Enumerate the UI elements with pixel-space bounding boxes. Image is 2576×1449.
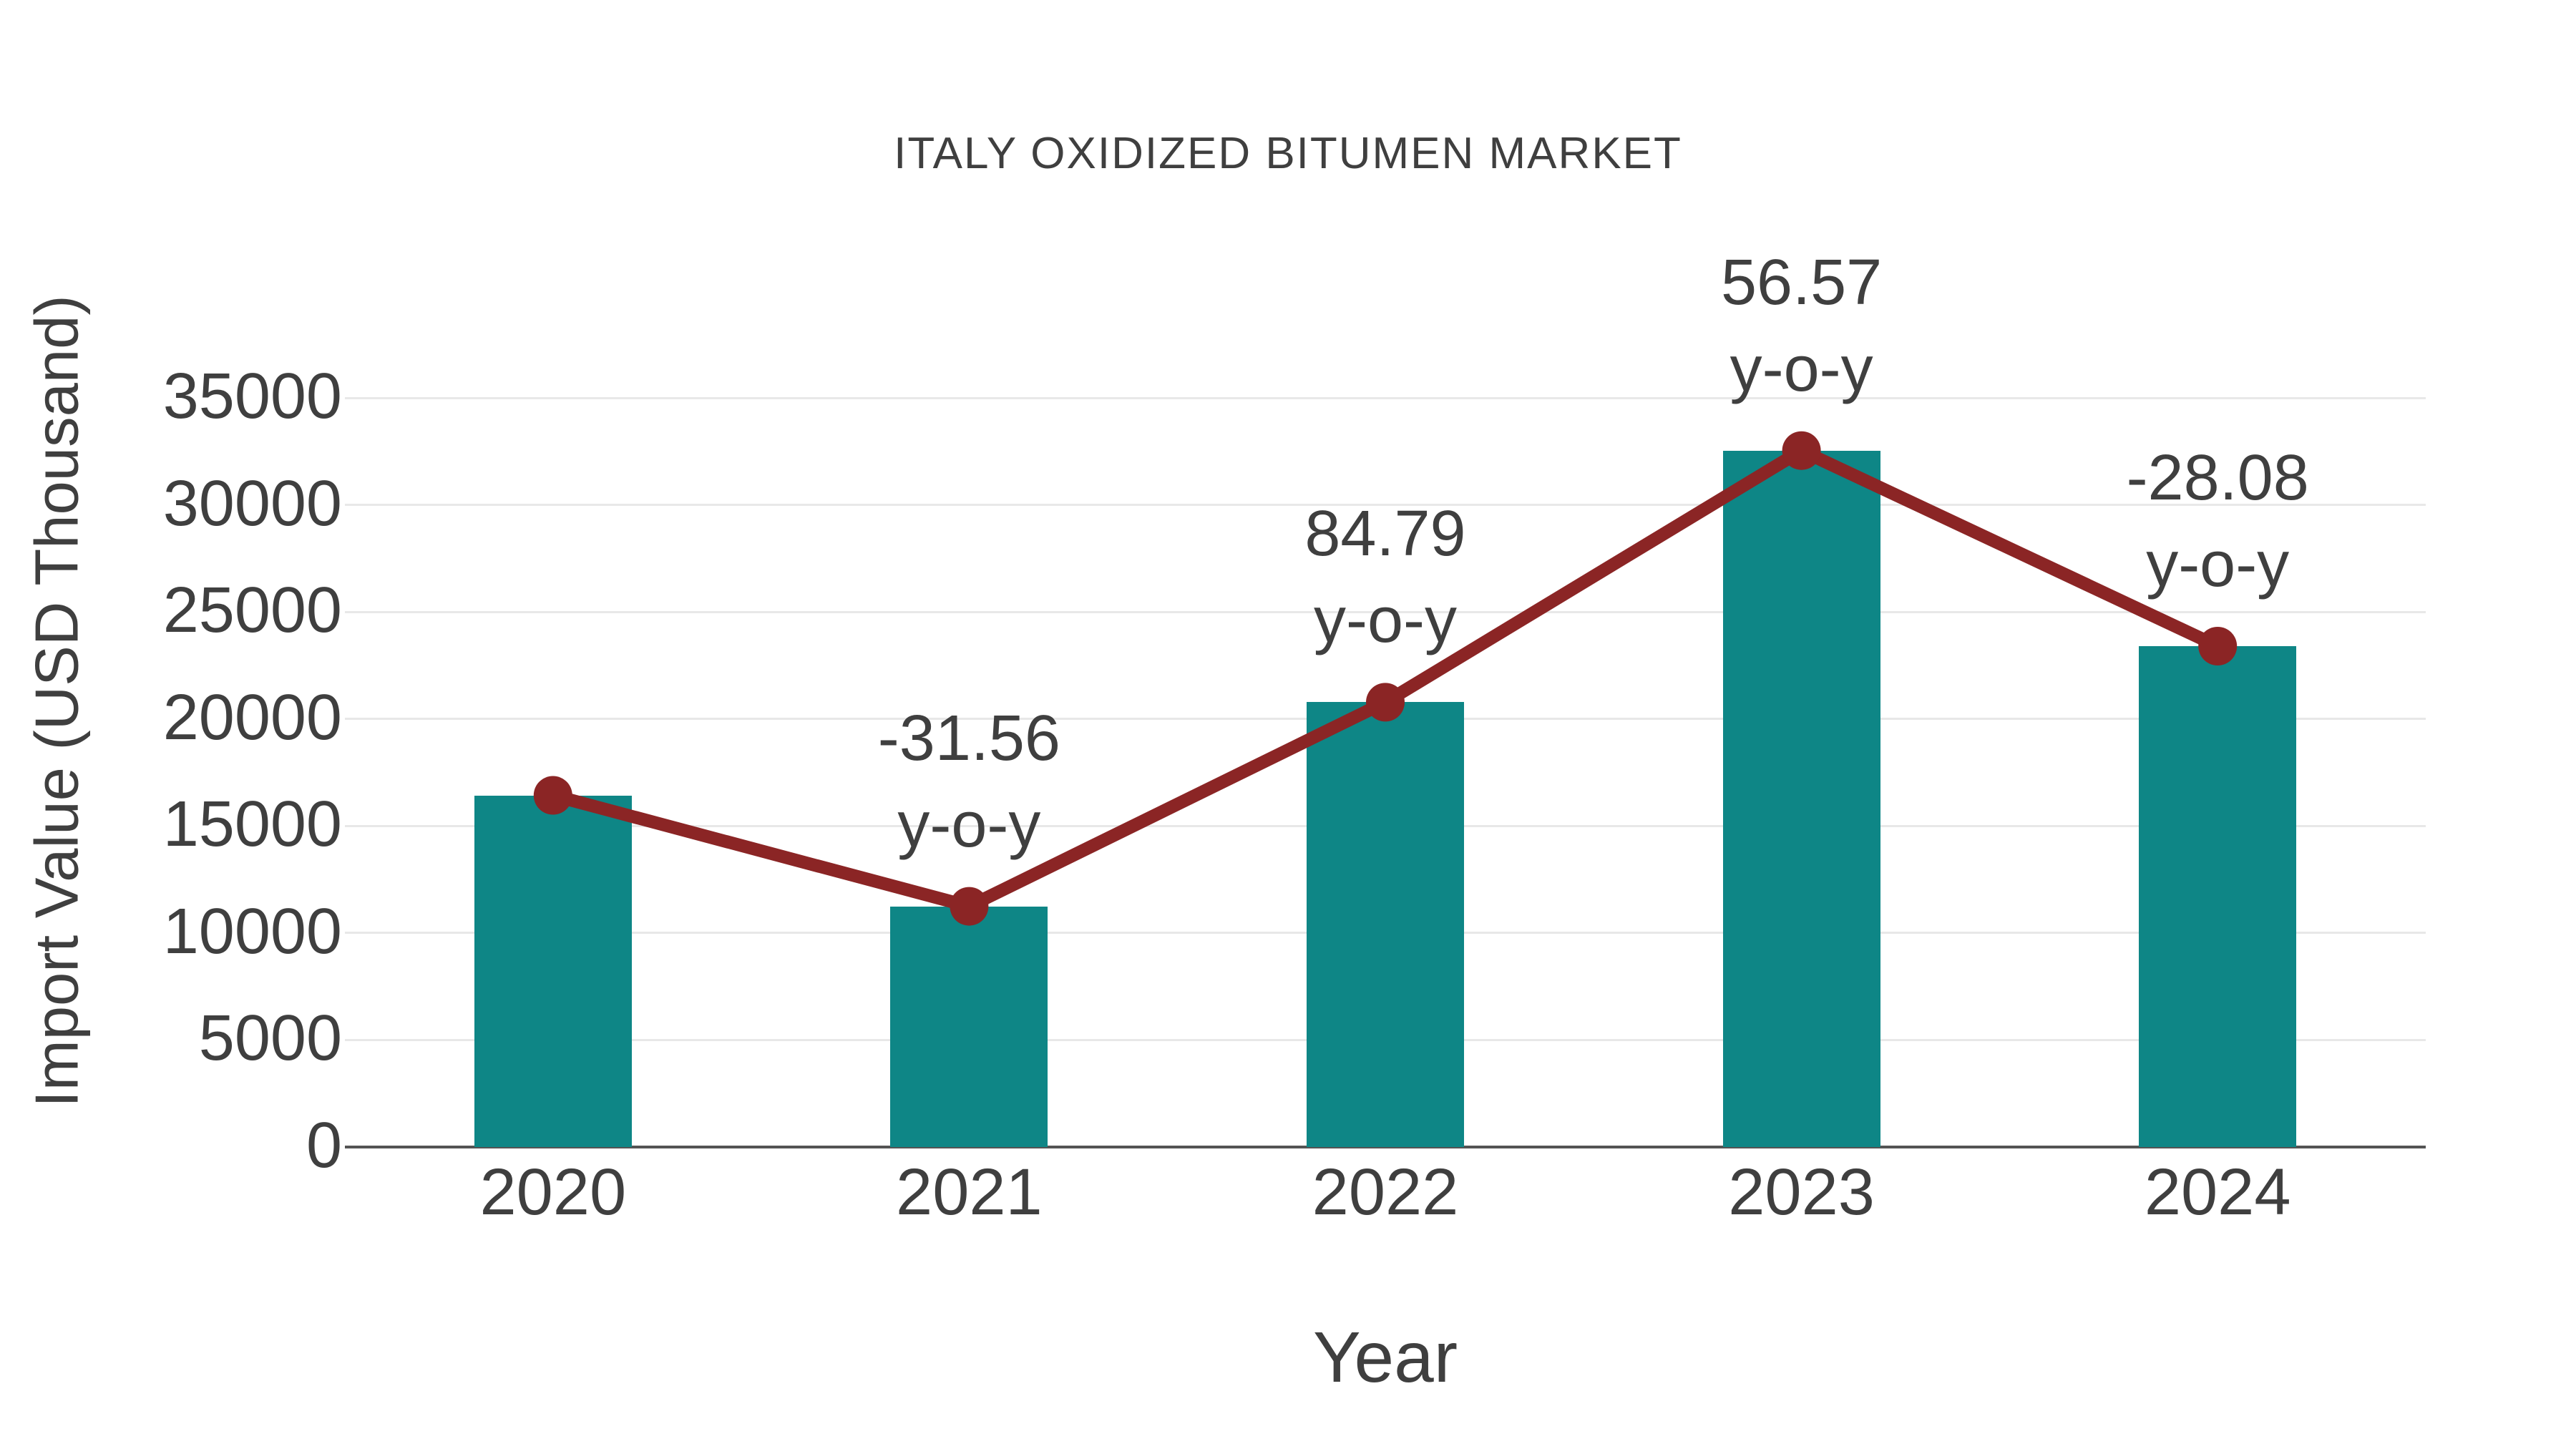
yoy-unit-label: y-o-y: [1314, 585, 1457, 657]
x-axis-title: Year: [1312, 1317, 1458, 1397]
yoy-value-label: -31.56: [877, 702, 1060, 774]
yoy-marker-2020: [533, 776, 572, 815]
yoy-marker-2023: [1782, 431, 1821, 470]
bar-2024: [2139, 646, 2297, 1147]
gridline: [345, 504, 2426, 507]
bar-2022: [1307, 702, 1464, 1147]
yoy-value-label: -28.08: [2126, 442, 2309, 514]
x-axis-tick-label: 2023: [1728, 1156, 1875, 1229]
yoy-value-label: 56.57: [1720, 246, 1883, 318]
gridline: [345, 396, 2426, 399]
y-axis-tick-label: 5000: [198, 1002, 342, 1075]
y-axis-tick-label: 35000: [162, 361, 342, 433]
y-axis-tick-label: 15000: [162, 789, 342, 861]
gridline: [345, 610, 2426, 613]
yoy-marker-2021: [950, 887, 989, 926]
yoy-unit-label: y-o-y: [1729, 333, 1873, 405]
bar-2020: [474, 795, 632, 1147]
y-axis-tick-label: 20000: [162, 681, 342, 753]
bar-2023: [1722, 450, 1880, 1147]
y-axis-tick-label: 10000: [162, 896, 342, 968]
x-axis-tick-label: 2022: [1312, 1156, 1459, 1229]
y-axis-tick-label: 25000: [162, 575, 342, 647]
yoy-value-label: 84.79: [1304, 498, 1466, 570]
y-axis-tick-label: 30000: [162, 467, 342, 540]
yoy-unit-label: y-o-y: [897, 789, 1041, 861]
x-axis-tick-label: 2024: [2144, 1156, 2291, 1229]
x-axis-tick-label: 2021: [896, 1156, 1043, 1229]
yoy-marker-2024: [2198, 627, 2238, 666]
x-axis-line: [345, 1146, 2426, 1148]
chart-title: ITALY OXIDIZED BITUMEN MARKET: [894, 129, 1682, 178]
y-axis-tick-label: 0: [306, 1110, 342, 1182]
bar-2021: [890, 906, 1048, 1147]
x-axis-tick-label: 2020: [479, 1156, 627, 1229]
yoy-marker-2022: [1366, 683, 1405, 722]
yoy-unit-label: y-o-y: [2146, 529, 2290, 600]
